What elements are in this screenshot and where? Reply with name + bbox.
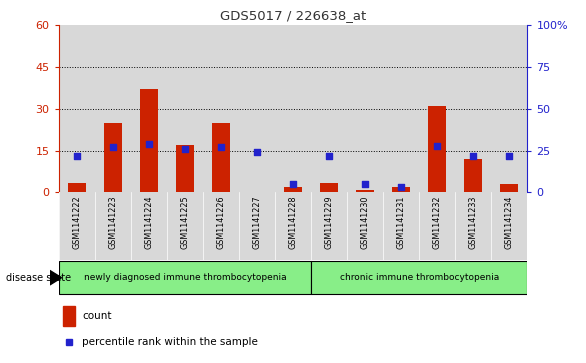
- Text: GSM1141231: GSM1141231: [397, 196, 406, 249]
- Point: [216, 144, 226, 150]
- FancyBboxPatch shape: [311, 261, 527, 294]
- Bar: [311, 192, 347, 260]
- Point: [360, 181, 370, 187]
- Bar: [419, 192, 455, 260]
- Point: [108, 144, 117, 150]
- Text: GSM1141229: GSM1141229: [325, 196, 333, 249]
- Text: count: count: [82, 310, 111, 321]
- Bar: [383, 192, 419, 260]
- Text: chronic immune thrombocytopenia: chronic immune thrombocytopenia: [340, 273, 499, 282]
- Bar: [419, 25, 455, 192]
- Bar: [275, 192, 311, 260]
- Bar: [383, 25, 419, 192]
- Bar: [212, 123, 230, 192]
- Point: [432, 143, 442, 148]
- Bar: [311, 25, 347, 192]
- Bar: [167, 25, 203, 192]
- Point: [72, 153, 81, 159]
- Point: [397, 184, 406, 190]
- Text: GSM1141226: GSM1141226: [216, 196, 226, 249]
- Bar: [167, 192, 203, 260]
- Text: GSM1141234: GSM1141234: [505, 196, 514, 249]
- Bar: [131, 25, 167, 192]
- Bar: [63, 306, 75, 326]
- Bar: [203, 25, 239, 192]
- Text: GSM1141232: GSM1141232: [432, 196, 442, 249]
- Bar: [491, 25, 527, 192]
- Point: [144, 141, 154, 147]
- Bar: [428, 106, 447, 192]
- Bar: [284, 187, 302, 192]
- Text: GSM1141223: GSM1141223: [108, 196, 117, 249]
- Bar: [239, 192, 275, 260]
- Text: GSM1141233: GSM1141233: [469, 196, 478, 249]
- Bar: [104, 123, 122, 192]
- Point: [252, 150, 261, 155]
- Point: [505, 153, 514, 159]
- Bar: [464, 159, 482, 192]
- Bar: [347, 192, 383, 260]
- Bar: [356, 189, 374, 192]
- Bar: [392, 187, 410, 192]
- Bar: [239, 25, 275, 192]
- Text: GSM1141227: GSM1141227: [253, 196, 261, 249]
- Bar: [67, 183, 86, 192]
- Bar: [95, 192, 131, 260]
- Bar: [59, 192, 95, 260]
- Text: GSM1141228: GSM1141228: [288, 196, 298, 249]
- Bar: [131, 192, 167, 260]
- Bar: [203, 192, 239, 260]
- FancyBboxPatch shape: [59, 261, 311, 294]
- Bar: [139, 89, 158, 192]
- Bar: [491, 192, 527, 260]
- Text: GDS5017 / 226638_at: GDS5017 / 226638_at: [220, 9, 366, 22]
- Bar: [95, 25, 131, 192]
- Point: [180, 146, 189, 152]
- Point: [288, 181, 298, 187]
- Text: percentile rank within the sample: percentile rank within the sample: [82, 337, 258, 347]
- Bar: [347, 25, 383, 192]
- Bar: [455, 192, 491, 260]
- Bar: [500, 184, 519, 192]
- Text: GSM1141224: GSM1141224: [144, 196, 154, 249]
- Bar: [176, 145, 194, 192]
- Polygon shape: [50, 270, 62, 285]
- Text: GSM1141222: GSM1141222: [72, 196, 81, 249]
- Point: [469, 153, 478, 159]
- Bar: [455, 25, 491, 192]
- Text: GSM1141230: GSM1141230: [360, 196, 370, 249]
- Bar: [275, 25, 311, 192]
- Text: GSM1141225: GSM1141225: [180, 196, 189, 249]
- Text: newly diagnosed immune thrombocytopenia: newly diagnosed immune thrombocytopenia: [83, 273, 286, 282]
- Point: [325, 153, 334, 159]
- Text: disease state: disease state: [6, 273, 71, 283]
- Bar: [59, 25, 95, 192]
- Bar: [320, 183, 338, 192]
